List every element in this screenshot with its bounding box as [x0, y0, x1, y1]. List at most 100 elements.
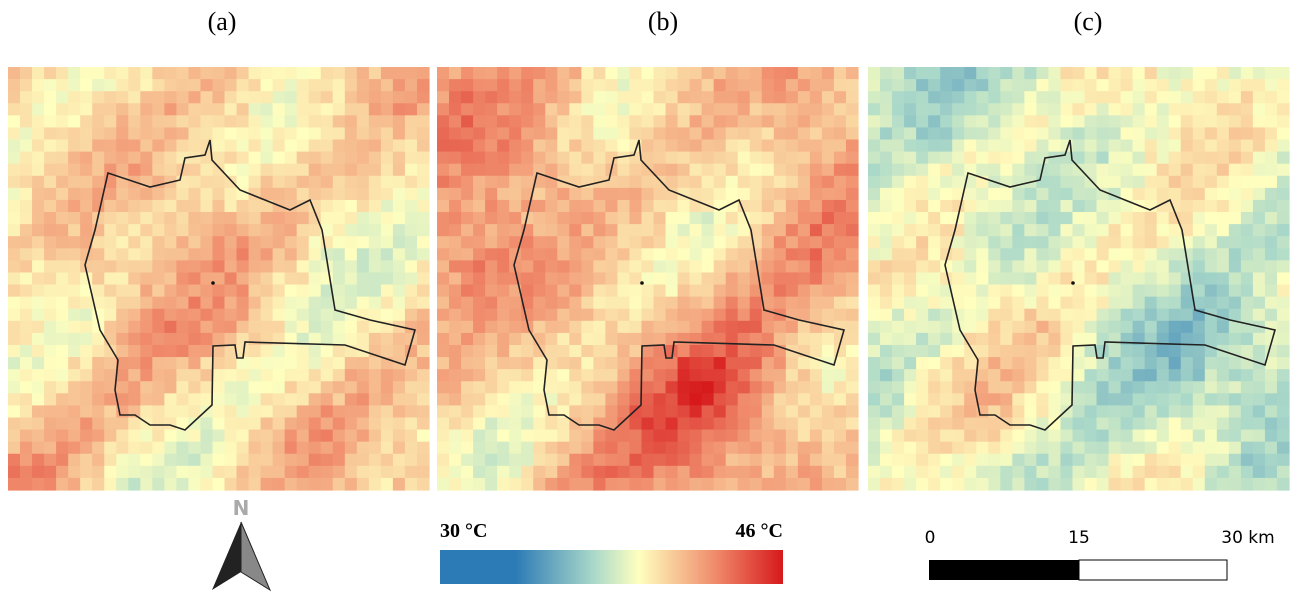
- pixel: [164, 309, 177, 322]
- pixel: [988, 236, 1001, 249]
- pixel: [393, 309, 406, 322]
- pixel: [225, 442, 238, 455]
- pixel: [846, 430, 859, 443]
- pixel: [212, 442, 225, 455]
- pixel: [1157, 127, 1170, 140]
- pixel: [1277, 321, 1290, 334]
- pixel: [964, 67, 977, 80]
- pixel: [152, 248, 165, 261]
- pixel: [605, 405, 618, 418]
- pixel: [678, 115, 691, 128]
- pixel: [44, 466, 57, 479]
- pixel: [92, 309, 105, 322]
- pixel: [200, 442, 213, 455]
- pixel: [641, 188, 654, 201]
- pixel: [104, 417, 117, 430]
- pixel: [225, 333, 238, 346]
- pixel: [261, 212, 274, 225]
- pixel: [393, 224, 406, 237]
- pixel: [68, 188, 81, 201]
- pixel: [333, 285, 346, 298]
- pixel: [690, 127, 703, 140]
- pixel: [261, 91, 274, 104]
- pixel: [473, 321, 486, 334]
- pixel: [750, 309, 763, 322]
- pixel: [834, 381, 847, 394]
- pixel: [237, 442, 250, 455]
- pixel: [1157, 260, 1170, 273]
- pixel: [369, 260, 382, 273]
- pixel: [1097, 357, 1110, 370]
- pixel: [261, 405, 274, 418]
- pixel: [309, 345, 322, 358]
- pixel: [56, 140, 69, 153]
- pixel: [964, 442, 977, 455]
- pixel: [654, 248, 667, 261]
- pixel: [261, 417, 274, 430]
- pixel: [333, 236, 346, 249]
- pixel: [1085, 417, 1098, 430]
- pixel: [497, 333, 510, 346]
- pixel: [1000, 152, 1013, 165]
- pixel: [774, 152, 787, 165]
- pixel: [1060, 164, 1073, 177]
- pixel: [1277, 478, 1290, 491]
- pixel: [892, 381, 905, 394]
- pixel: [1060, 333, 1073, 346]
- pixel: [212, 333, 225, 346]
- pixel: [654, 152, 667, 165]
- pixel: [1060, 345, 1073, 358]
- pixel: [726, 236, 739, 249]
- pixel: [545, 79, 558, 92]
- pixel: [1097, 212, 1110, 225]
- pixel: [1265, 321, 1278, 334]
- pixel: [581, 200, 594, 213]
- pixel: [261, 79, 274, 92]
- pixel: [225, 67, 238, 80]
- pixel: [1133, 67, 1146, 80]
- pixel: [1229, 236, 1242, 249]
- pixel: [1000, 248, 1013, 261]
- pixel: [714, 442, 727, 455]
- pixel: [521, 417, 534, 430]
- pixel: [497, 297, 510, 310]
- pixel: [822, 91, 835, 104]
- pixel: [1097, 405, 1110, 418]
- pixel: [1109, 103, 1122, 116]
- pixel: [593, 67, 606, 80]
- pixel: [509, 321, 522, 334]
- pixel: [750, 164, 763, 177]
- pixel: [473, 115, 486, 128]
- pixel: [904, 369, 917, 382]
- pixel: [485, 248, 498, 261]
- pixel: [485, 393, 498, 406]
- pixel: [473, 152, 486, 165]
- pixel: [68, 442, 81, 455]
- pixel: [357, 236, 370, 249]
- pixel: [1060, 188, 1073, 201]
- pixel: [1277, 393, 1290, 406]
- pixel: [617, 127, 630, 140]
- pixel: [834, 405, 847, 418]
- pixel: [225, 285, 238, 298]
- pixel: [321, 466, 334, 479]
- pixel: [916, 321, 929, 334]
- pixel: [569, 357, 582, 370]
- pixel: [497, 417, 510, 430]
- pixel: [116, 67, 129, 80]
- pixel: [104, 272, 117, 285]
- pixel: [569, 164, 582, 177]
- pixel: [321, 442, 334, 455]
- pixel: [68, 417, 81, 430]
- pixel: [916, 188, 929, 201]
- pixel: [1012, 309, 1025, 322]
- pixel: [690, 236, 703, 249]
- pixel: [581, 309, 594, 322]
- pixel: [678, 369, 691, 382]
- pixel: [964, 127, 977, 140]
- pixel: [1097, 466, 1110, 479]
- pixel: [309, 103, 322, 116]
- pixel: [1000, 236, 1013, 249]
- pixel: [1277, 176, 1290, 189]
- pixel: [128, 224, 141, 237]
